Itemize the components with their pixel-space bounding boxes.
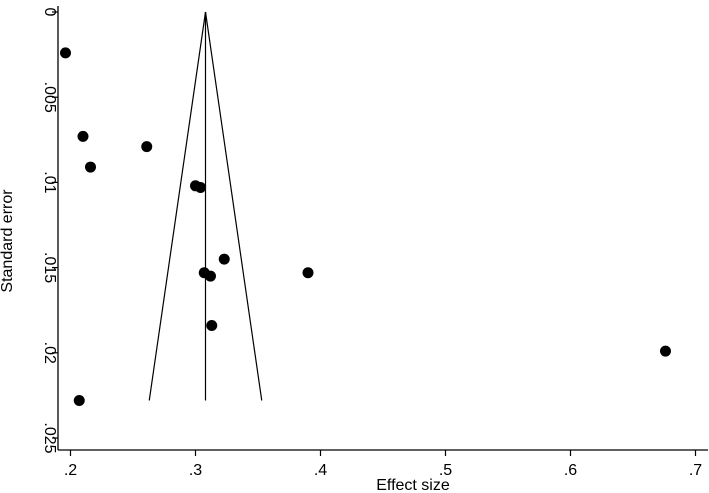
y-tick-label-5: .025 bbox=[41, 422, 58, 453]
x-axis-title: Effect size bbox=[376, 477, 450, 493]
x-tick-label-0: .2 bbox=[64, 462, 77, 479]
y-tick-label-2: .01 bbox=[41, 171, 58, 193]
x-tick-label-3: .5 bbox=[439, 462, 452, 479]
data-point-11 bbox=[660, 345, 671, 357]
data-point-10 bbox=[206, 320, 218, 332]
funnel-lines bbox=[148, 11, 263, 401]
x-tick-label-2: .4 bbox=[314, 462, 327, 479]
data-point-1 bbox=[77, 130, 89, 142]
y-tick-label-0: 0 bbox=[41, 8, 58, 17]
x-tick-label-1: .3 bbox=[189, 462, 202, 479]
x-axis-ticks: .2 .3 .4 .5 .6 .7 bbox=[64, 450, 702, 479]
x-tick-label-5: .7 bbox=[689, 462, 702, 479]
y-tick-label-1: .005 bbox=[41, 82, 58, 113]
y-tick-label-3: .015 bbox=[41, 252, 58, 283]
x-tick-label-4: .6 bbox=[564, 462, 577, 479]
funnel-right-line bbox=[204, 11, 263, 401]
y-axis-title: Standard error bbox=[0, 189, 16, 293]
data-point-8 bbox=[205, 270, 216, 282]
data-point-12 bbox=[73, 395, 85, 407]
axes bbox=[57, 6, 708, 451]
data-point-2 bbox=[85, 161, 96, 173]
data-point-9 bbox=[302, 267, 314, 279]
y-tick-label-4: .02 bbox=[41, 342, 58, 364]
data-point-0 bbox=[60, 47, 71, 59]
y-axis-ticks: 0 .005 .01 .015 .02 .025 bbox=[41, 8, 58, 454]
data-points bbox=[60, 47, 671, 407]
funnel-left-line bbox=[148, 11, 207, 401]
data-point-3 bbox=[141, 141, 153, 153]
data-point-6 bbox=[218, 253, 230, 265]
data-point-5 bbox=[195, 182, 206, 194]
